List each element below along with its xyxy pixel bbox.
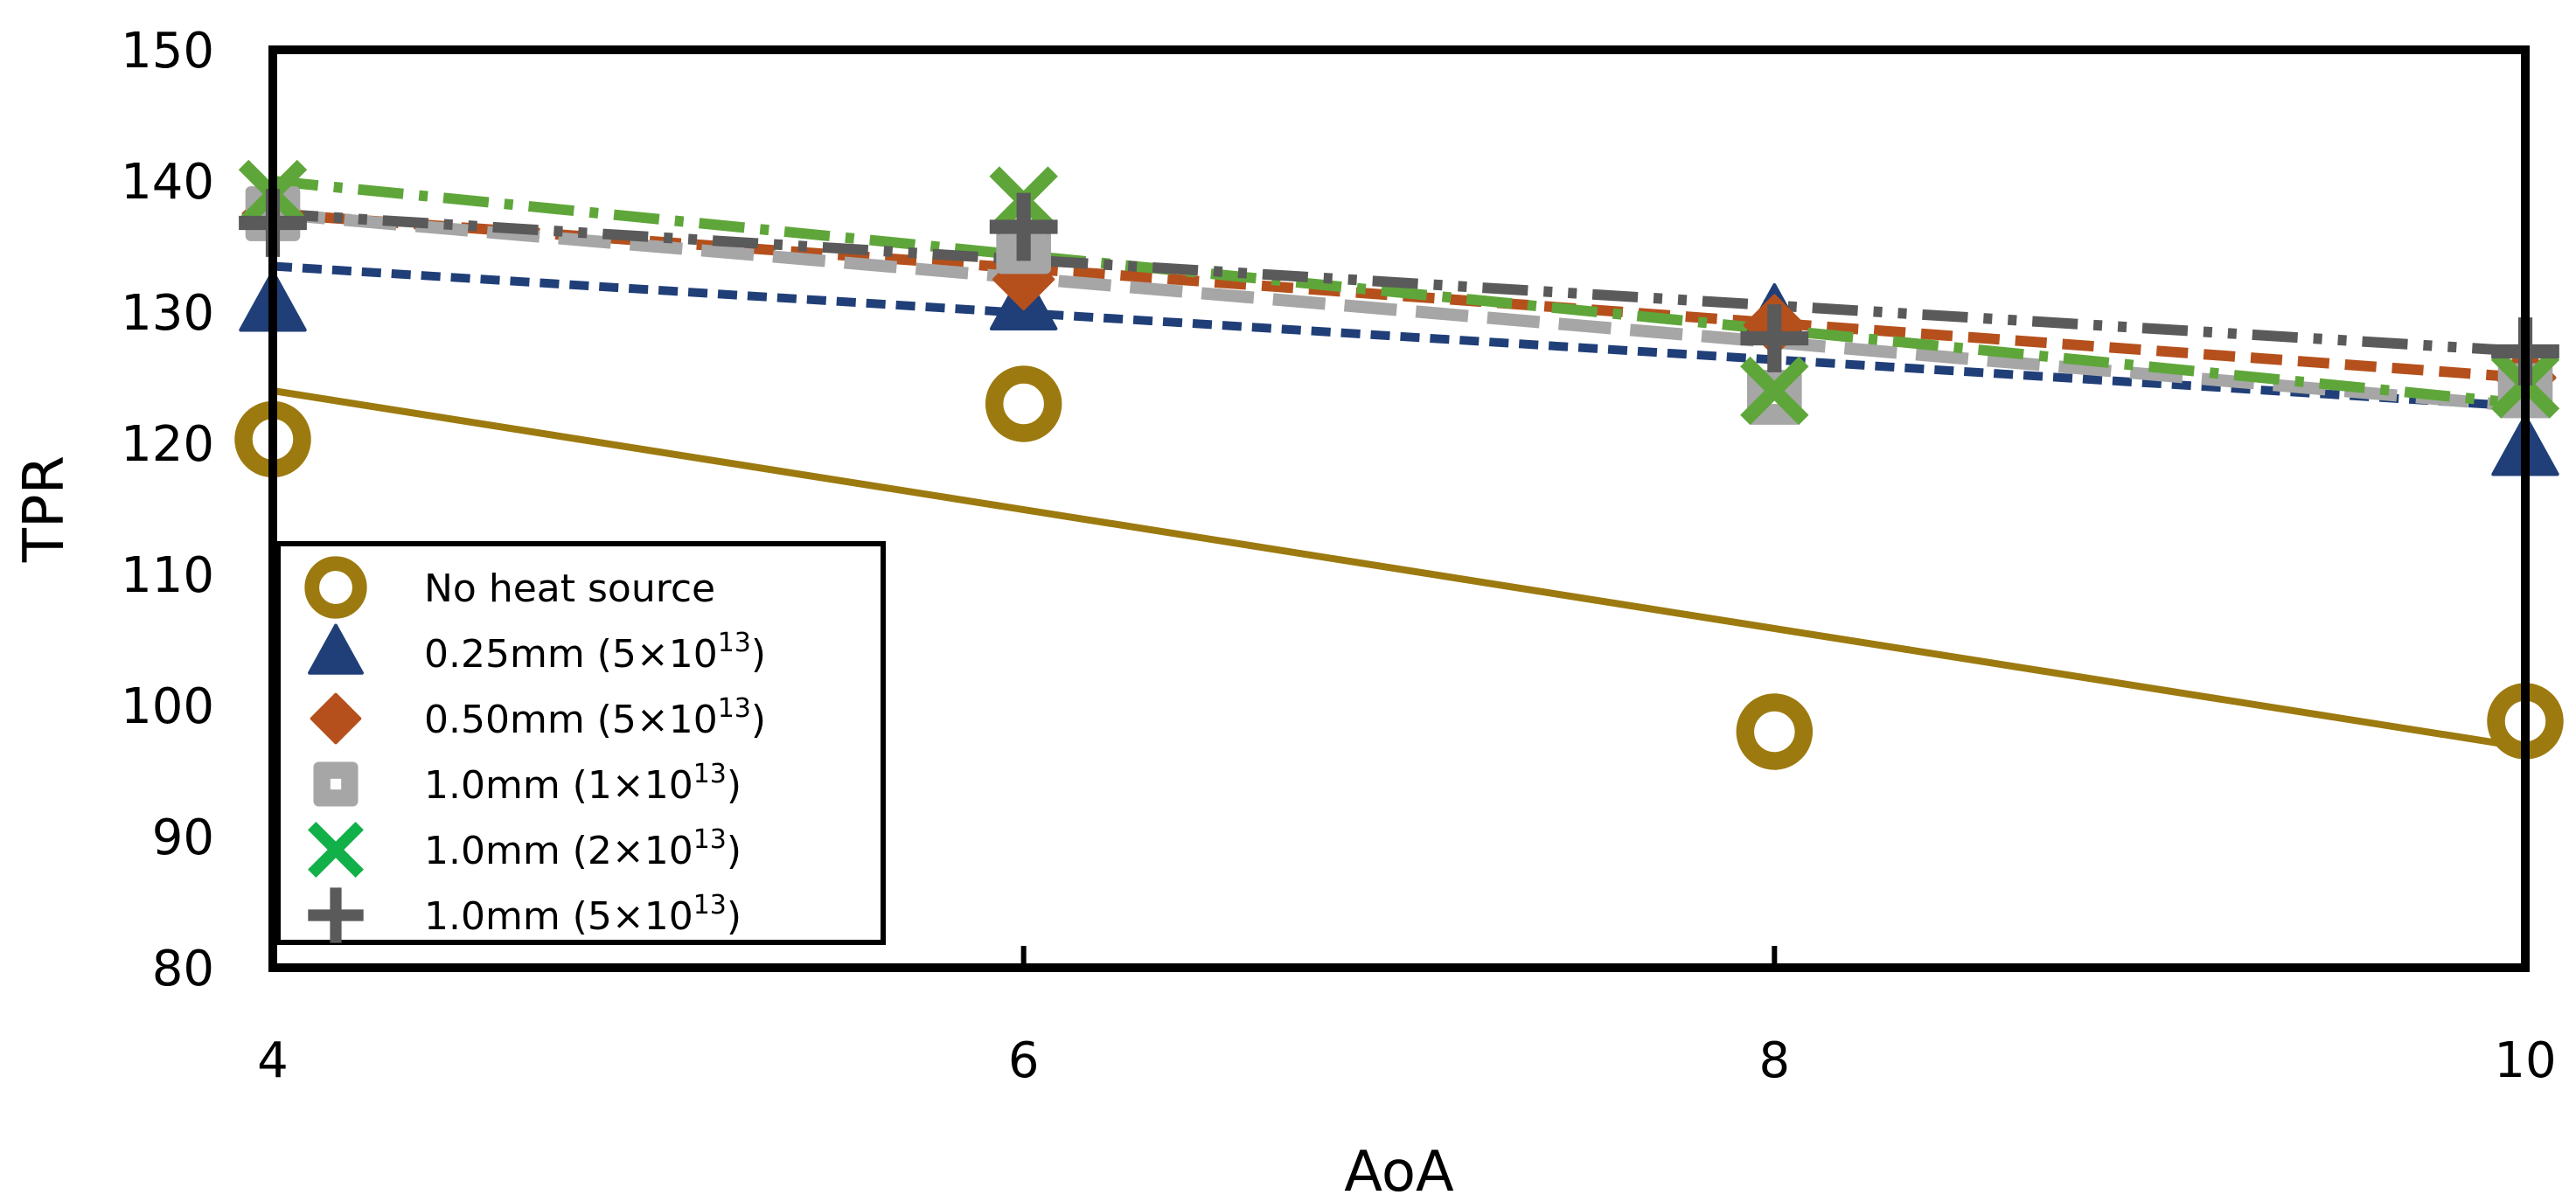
legend-label-s10b: 1.0mm (2×1013)	[424, 824, 741, 873]
legend-marker-s025	[308, 623, 364, 675]
legend-marker-s10c	[308, 887, 364, 943]
x-tick-label: 8	[1759, 1032, 1791, 1089]
trendline-s025	[272, 261, 2526, 411]
trendline-s10a	[272, 207, 2526, 413]
point-s10c-2	[1740, 304, 1809, 372]
legend: No heat source 0.25mm (5×1013) 0.50mm (5×1…	[275, 541, 886, 945]
x-axis-label: AoA	[1344, 1140, 1454, 1202]
legend-label-s10a: 1.0mm (1×1013)	[424, 759, 741, 808]
x-tick-label: 10	[2494, 1032, 2556, 1089]
point-nohs-2	[1736, 693, 1814, 770]
legend-marker-nohs	[304, 556, 367, 619]
y-tick-label: 130	[121, 285, 214, 342]
x-tick-label: 4	[257, 1032, 289, 1089]
y-tick-label: 80	[152, 941, 214, 997]
y-tick-label: 110	[121, 547, 214, 604]
legend-label-s10c: 1.0mm (5×1013)	[424, 890, 741, 939]
trendline-nohs	[272, 387, 2526, 751]
legend-marker-s050	[310, 692, 362, 745]
y-axis-label: TPR	[12, 455, 77, 563]
y-tick-label: 100	[121, 678, 214, 735]
legend-label-nohs: No heat source	[424, 566, 715, 611]
legend-label-s025: 0.25mm (5×1013)	[424, 628, 766, 677]
legend-label-s050: 0.50mm (5×1013)	[424, 693, 766, 742]
point-s10b-2	[1740, 356, 1809, 426]
plot-frame	[268, 45, 2530, 972]
trendline-s10b	[272, 176, 2526, 409]
legend-marker-s10b	[308, 822, 364, 878]
y-tick-label: 150	[121, 23, 214, 80]
x-tick-label: 6	[1008, 1032, 1040, 1089]
trend-lines	[272, 176, 2526, 751]
point-nohs-1	[985, 365, 1062, 442]
y-tick-label: 120	[121, 416, 214, 473]
axis-ticks: 80 90 100 110 120 130 140 150 4 6 8 10	[121, 23, 2557, 1089]
y-tick-label: 140	[121, 154, 214, 211]
y-tick-label: 90	[152, 809, 214, 866]
trendline-s10c	[272, 208, 2526, 357]
legend-box	[275, 541, 886, 945]
point-s10c-1	[989, 192, 1058, 261]
legend-marker-s10a-center	[330, 778, 342, 790]
